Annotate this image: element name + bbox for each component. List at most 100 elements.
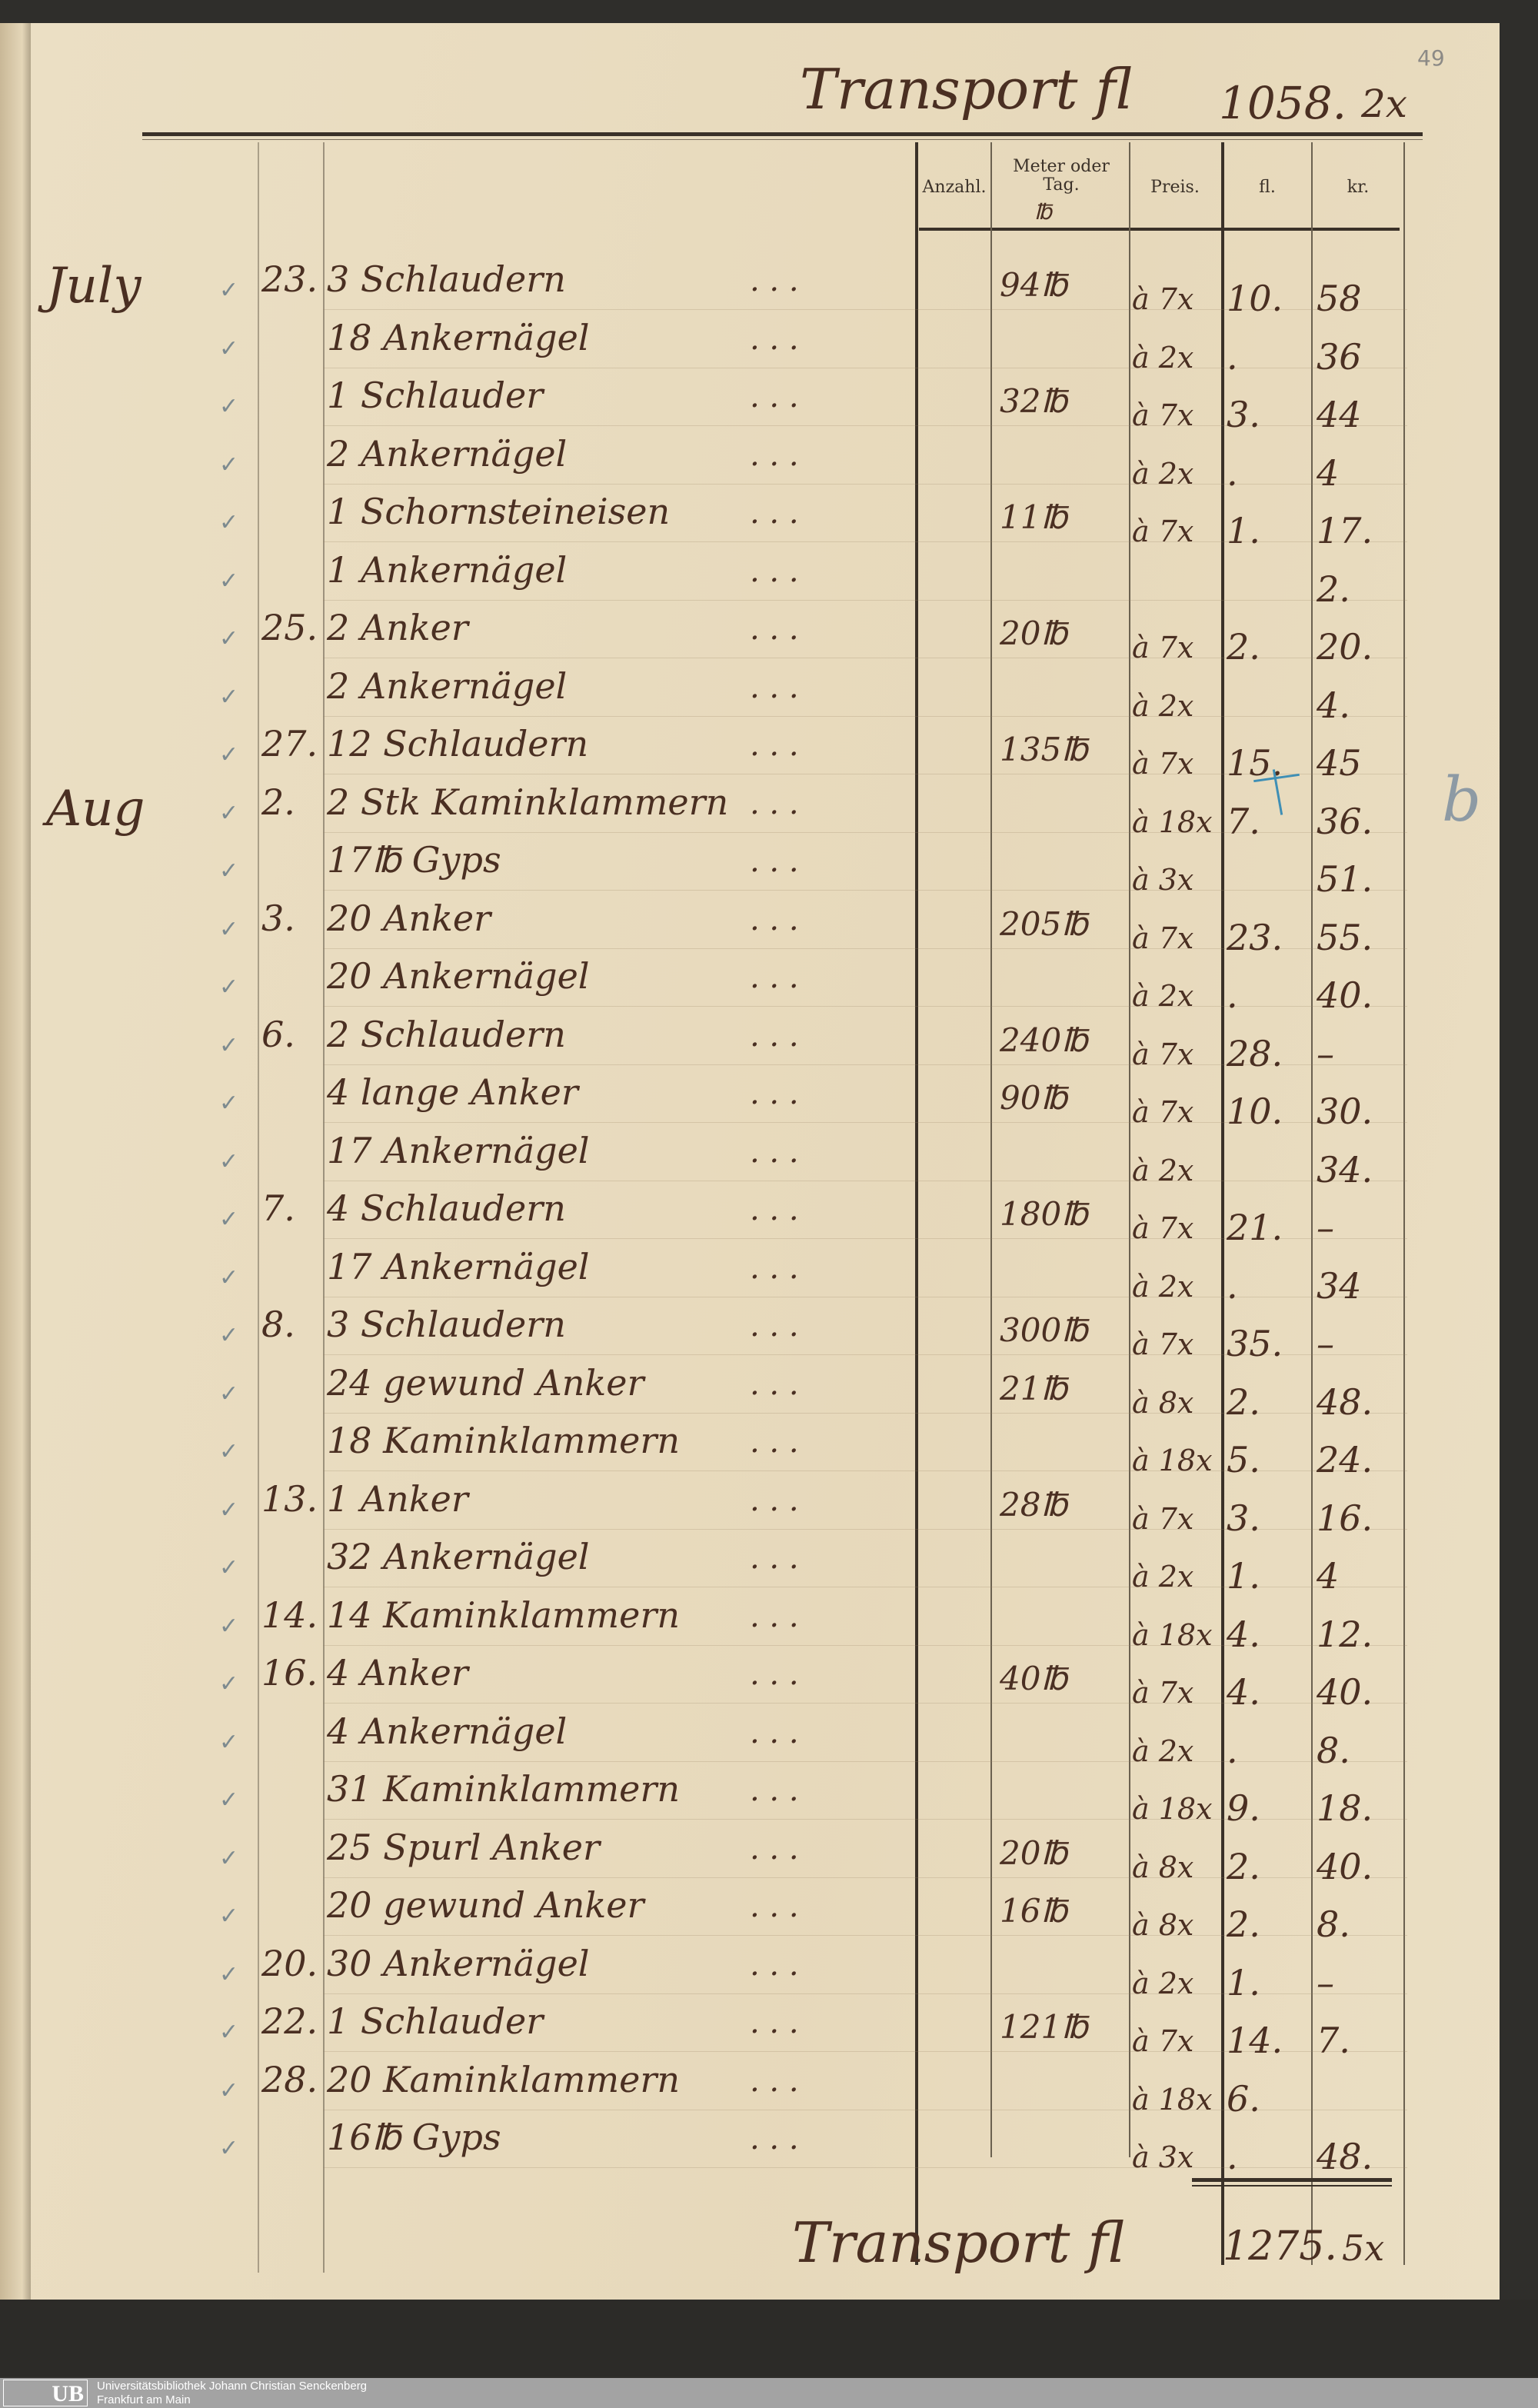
row-day: 6. xyxy=(261,1013,295,1055)
row-kr: 20. xyxy=(1317,626,1373,668)
row-kr: – xyxy=(1317,1207,1334,1248)
row-description: 31 Kaminklammern xyxy=(327,1768,680,1810)
checkmark-icon: ✓ xyxy=(219,1554,239,1581)
row-rule xyxy=(323,1006,1407,1007)
library-city: Frankfurt am Main xyxy=(97,2393,191,2406)
row-description: 4 Ankernägel xyxy=(327,1710,568,1752)
leader-dots: . . . xyxy=(750,1134,799,1170)
carry-forward-fl: 1058. xyxy=(1219,77,1347,129)
row-description: 20 Anker xyxy=(327,897,491,939)
row-rule xyxy=(323,1122,1407,1123)
leader-dots: . . . xyxy=(750,1482,799,1518)
row-description: 20 Ankernägel xyxy=(327,955,590,997)
row-rule xyxy=(323,1064,1407,1065)
col-header-anzahl: Anzahl. xyxy=(922,178,987,197)
total-double-rule-thin xyxy=(1192,2185,1392,2187)
row-kr: – xyxy=(1317,1961,1334,2003)
library-name: Universitätsbibliothek Johann Christian … xyxy=(97,2380,368,2393)
row-description: 2 Anker xyxy=(327,607,468,648)
row-kr: 45 xyxy=(1317,742,1362,784)
row-kr: 7. xyxy=(1317,2020,1350,2061)
row-rule xyxy=(323,1644,1407,1646)
leader-dots: . . . xyxy=(750,611,799,647)
row-kr: 4. xyxy=(1317,684,1350,726)
leader-dots: . . . xyxy=(750,1017,799,1054)
leader-dots: . . . xyxy=(750,379,799,415)
checkmark-icon: ✓ xyxy=(219,1670,239,1697)
row-day: 13. xyxy=(261,1477,318,1520)
row-rule xyxy=(323,1528,1407,1530)
row-rule xyxy=(323,599,1407,601)
leader-dots: . . . xyxy=(750,495,799,531)
row-day: 22. xyxy=(261,2000,318,2042)
row-price: à 7x xyxy=(1132,1327,1194,1361)
row-fl: 3. xyxy=(1227,394,1260,435)
leader-dots: . . . xyxy=(750,844,799,879)
library-footer: UB Universitätsbibliothek Johann Christi… xyxy=(0,2378,1538,2408)
row-rule xyxy=(323,541,1407,542)
row-price: à 7x xyxy=(1132,515,1194,548)
row-price: à 2x xyxy=(1132,340,1194,375)
row-rule xyxy=(323,948,1407,949)
row-weight: 28℔ xyxy=(1000,1485,1067,1524)
row-rule xyxy=(323,1819,1407,1820)
col-line-preis xyxy=(1129,142,1130,2157)
row-weight: 121℔ xyxy=(1000,2008,1088,2046)
row-fl: 1. xyxy=(1227,1555,1260,1597)
page-number: 49 xyxy=(1417,45,1445,71)
row-rule xyxy=(323,1703,1407,1704)
row-kr: – xyxy=(1317,1323,1334,1364)
row-rule xyxy=(323,831,1407,833)
row-rule xyxy=(323,1238,1407,1239)
row-price: à 2x xyxy=(1132,1734,1194,1768)
ub-logo: UB xyxy=(3,2380,88,2406)
row-fl: 28. xyxy=(1227,1032,1283,1074)
row-description: 17 Ankernägel xyxy=(327,1129,590,1171)
checkmark-icon: ✓ xyxy=(219,625,239,652)
row-fl: 23. xyxy=(1227,916,1283,958)
checkmark-icon: ✓ xyxy=(219,335,239,362)
row-kr: 40. xyxy=(1317,974,1373,1016)
row-day: 8. xyxy=(261,1304,295,1345)
checkmark-icon: ✓ xyxy=(219,1612,239,1640)
row-description: 1 Schlauder xyxy=(327,2000,544,2042)
row-kr: – xyxy=(1317,1032,1334,1074)
row-price: à 8x xyxy=(1132,1908,1194,1942)
row-fl: . xyxy=(1227,974,1238,1016)
row-rule xyxy=(323,483,1407,485)
row-price: à 3x xyxy=(1132,2140,1194,2174)
checkmark-icon: ✓ xyxy=(219,1031,239,1059)
checkmark-icon: ✓ xyxy=(219,1147,239,1175)
row-price: à 2x xyxy=(1132,688,1194,723)
row-day: 27. xyxy=(261,723,318,764)
leader-dots: . . . xyxy=(750,2005,799,2040)
row-day: 3. xyxy=(261,897,295,939)
row-kr: 4 xyxy=(1317,1555,1340,1597)
checkmark-icon: ✓ xyxy=(219,509,239,536)
row-fl: 1. xyxy=(1227,510,1260,551)
row-rule xyxy=(323,715,1407,717)
row-rule xyxy=(323,1877,1407,1878)
leader-dots: . . . xyxy=(750,1657,799,1692)
row-day: 2. xyxy=(261,781,295,823)
row-rule xyxy=(323,2167,1407,2168)
row-kr: 12. xyxy=(1317,1613,1373,1655)
checkmark-icon: ✓ xyxy=(219,1728,239,1756)
checkmark-icon: ✓ xyxy=(219,741,239,768)
row-description: 14 Kaminklammern xyxy=(327,1594,680,1636)
row-kr: 40. xyxy=(1317,1845,1373,1887)
row-rule xyxy=(323,425,1407,426)
row-price: à 3x xyxy=(1132,863,1194,897)
leader-dots: . . . xyxy=(750,2063,799,2099)
leader-dots: . . . xyxy=(750,553,799,589)
row-kr: 36. xyxy=(1317,800,1373,842)
row-price: à 7x xyxy=(1132,631,1194,664)
row-description: 18 Kaminklammern xyxy=(327,1420,680,1461)
checkmark-icon: ✓ xyxy=(219,451,239,478)
row-description: 2 Ankernägel xyxy=(327,664,568,707)
row-price: à 2x xyxy=(1132,1153,1194,1187)
row-price: à 7x xyxy=(1132,1211,1194,1245)
row-fl: . xyxy=(1227,2136,1238,2177)
col-header-underline xyxy=(919,228,1400,231)
row-description: 1 Anker xyxy=(327,1477,468,1520)
